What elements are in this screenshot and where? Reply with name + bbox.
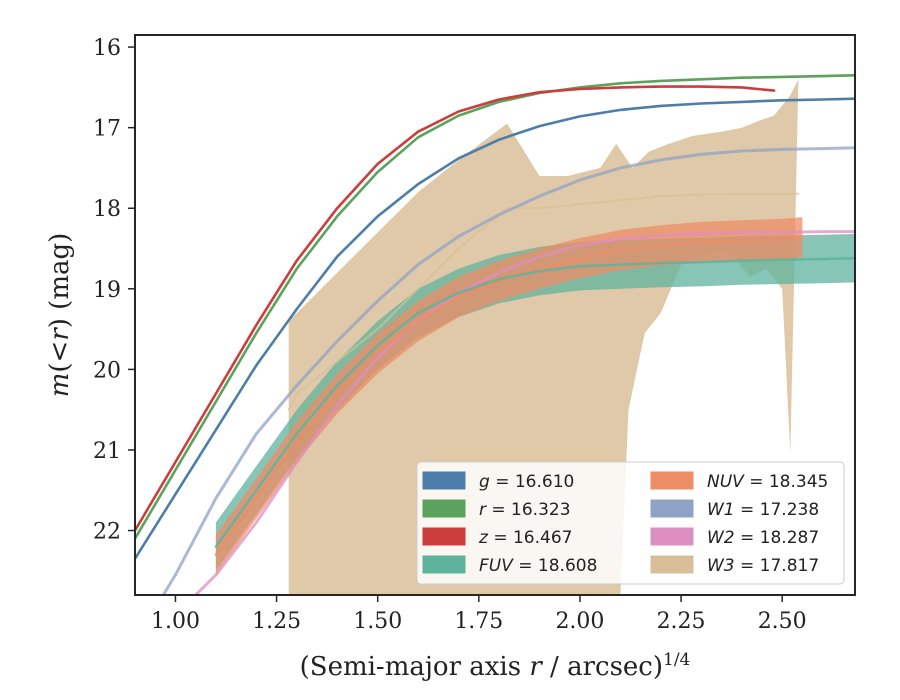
y-tick-label: 18 xyxy=(93,197,121,222)
legend-item-NUV: NUV = 18.345 xyxy=(650,471,828,492)
legend-item-W1: W1 = 17.238 xyxy=(650,499,819,520)
legend-item-g: g = 16.610 xyxy=(422,471,574,492)
y-tick-label: 20 xyxy=(93,358,121,383)
y-tick-label: 17 xyxy=(93,117,121,142)
y-tick-label: 22 xyxy=(93,520,121,545)
legend: g = 16.610 r = 16.323 z = 16.467 FUV = 18.6… xyxy=(416,461,845,585)
x-tick-label: 1.75 xyxy=(454,609,503,634)
legend-box xyxy=(416,461,845,585)
legend-item-W3: W3 = 17.817 xyxy=(650,555,819,576)
plot-frame xyxy=(134,34,856,596)
series-NUV-band xyxy=(215,217,803,575)
legend-item-FUV: FUV = 18.608 xyxy=(422,555,597,576)
legend-swatch xyxy=(422,499,466,518)
legend-swatch xyxy=(650,499,694,518)
x-tick-label: 1.50 xyxy=(353,609,402,634)
legend-swatch xyxy=(650,527,694,546)
legend-swatch xyxy=(650,555,694,574)
x-tick-label: 1.25 xyxy=(252,609,301,634)
x-tick-label: 2.50 xyxy=(758,609,807,634)
axis-ticks: 1.00 1.25 1.50 1.75 2.00 2.25 2.50 16 17 18 19 20 21… xyxy=(93,36,807,634)
x-tick-label: 2.25 xyxy=(657,609,706,634)
x-tick-label: 1.00 xyxy=(151,609,200,634)
y-tick-label: 16 xyxy=(93,36,121,61)
series-FUV-line xyxy=(214,256,855,548)
plot-area xyxy=(135,74,855,595)
legend-label: W1 = 17.238 xyxy=(707,500,819,520)
legend-swatch xyxy=(422,527,466,546)
y-tick-label: 21 xyxy=(93,439,121,464)
series-W3-band xyxy=(288,79,799,595)
legend-label: r = 16.323 xyxy=(479,500,571,520)
legend-item-W2: W2 = 18.287 xyxy=(650,527,819,548)
x-axis-title: (Semi-major axis r / arcsec)1/4 xyxy=(300,650,691,682)
series-g-line xyxy=(135,97,855,560)
legend-label: W2 = 18.287 xyxy=(707,528,819,548)
legend-label: z = 16.467 xyxy=(478,528,572,548)
legend-item-z: z = 16.467 xyxy=(422,527,572,548)
series-r-line xyxy=(135,74,855,540)
y-tick-label: 19 xyxy=(93,278,121,303)
legend-swatch xyxy=(422,555,466,574)
legend-label: g = 16.610 xyxy=(479,472,574,492)
series-W3-line xyxy=(287,192,800,411)
legend-label: W3 = 17.817 xyxy=(707,556,819,576)
series-W1-line xyxy=(161,146,855,595)
x-tick-label: 2.00 xyxy=(555,609,604,634)
y-axis-title: m(<r) (mag) xyxy=(45,233,75,398)
series-W2-line xyxy=(194,230,855,595)
series-z-line xyxy=(135,85,776,532)
legend-label: FUV = 18.608 xyxy=(479,556,597,576)
legend-label: NUV = 18.345 xyxy=(707,472,828,492)
legend-item-r: r = 16.323 xyxy=(422,499,571,520)
legend-swatch xyxy=(422,471,466,490)
legend-swatch xyxy=(650,471,694,490)
